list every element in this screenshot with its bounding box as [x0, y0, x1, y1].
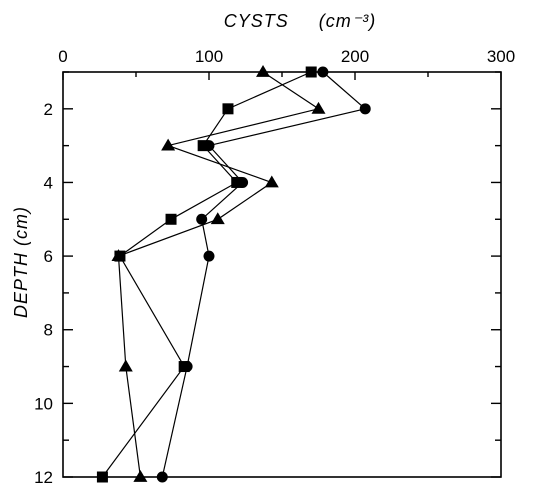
data-point-square [178, 361, 190, 373]
data-point-triangle [264, 175, 279, 188]
y-tick-label: 2 [44, 100, 53, 119]
data-point-square [231, 176, 243, 188]
plot-area [96, 65, 371, 483]
series-circle-line [161, 71, 367, 478]
data-point-square [222, 103, 234, 115]
data-point-circle [196, 213, 208, 225]
data-point-triangle [111, 249, 126, 261]
y-tick-label: 12 [34, 468, 53, 487]
data-point-triangle [161, 138, 176, 151]
y-axis: 2 4 6 8 10 12 [34, 71, 501, 487]
x-axis: 0 100 200 300 [58, 47, 515, 80]
data-point-triangle [256, 65, 271, 77]
y-tick-label: 6 [44, 247, 53, 266]
x-axis-label: CYSTS [224, 11, 289, 31]
x-axis-unit: (cm⁻³) [319, 11, 376, 31]
data-point-triangle [118, 359, 133, 372]
y-tick-label: 8 [44, 321, 53, 340]
y-tick-label: 10 [34, 394, 53, 413]
plot-frame [62, 71, 502, 478]
data-point-square [197, 140, 209, 152]
data-point-triangle [311, 101, 326, 114]
data-point-circle [203, 250, 215, 262]
y-axis-title: DEPTH (cm) [11, 206, 31, 318]
x-tick-label: 200 [341, 47, 369, 66]
data-point-triangle [210, 212, 225, 225]
x-tick-label: 300 [487, 47, 515, 66]
x-tick-label: 0 [58, 47, 67, 66]
x-axis-title: CYSTS (cm⁻³) [224, 11, 377, 31]
data-point-square [165, 213, 177, 225]
data-point-triangle [133, 470, 148, 482]
series-triangle-line [117, 71, 320, 478]
y-tick-label: 4 [44, 173, 53, 192]
data-point-circle [359, 103, 371, 115]
x-tick-label: 100 [195, 47, 223, 66]
series-square-line [101, 71, 312, 478]
